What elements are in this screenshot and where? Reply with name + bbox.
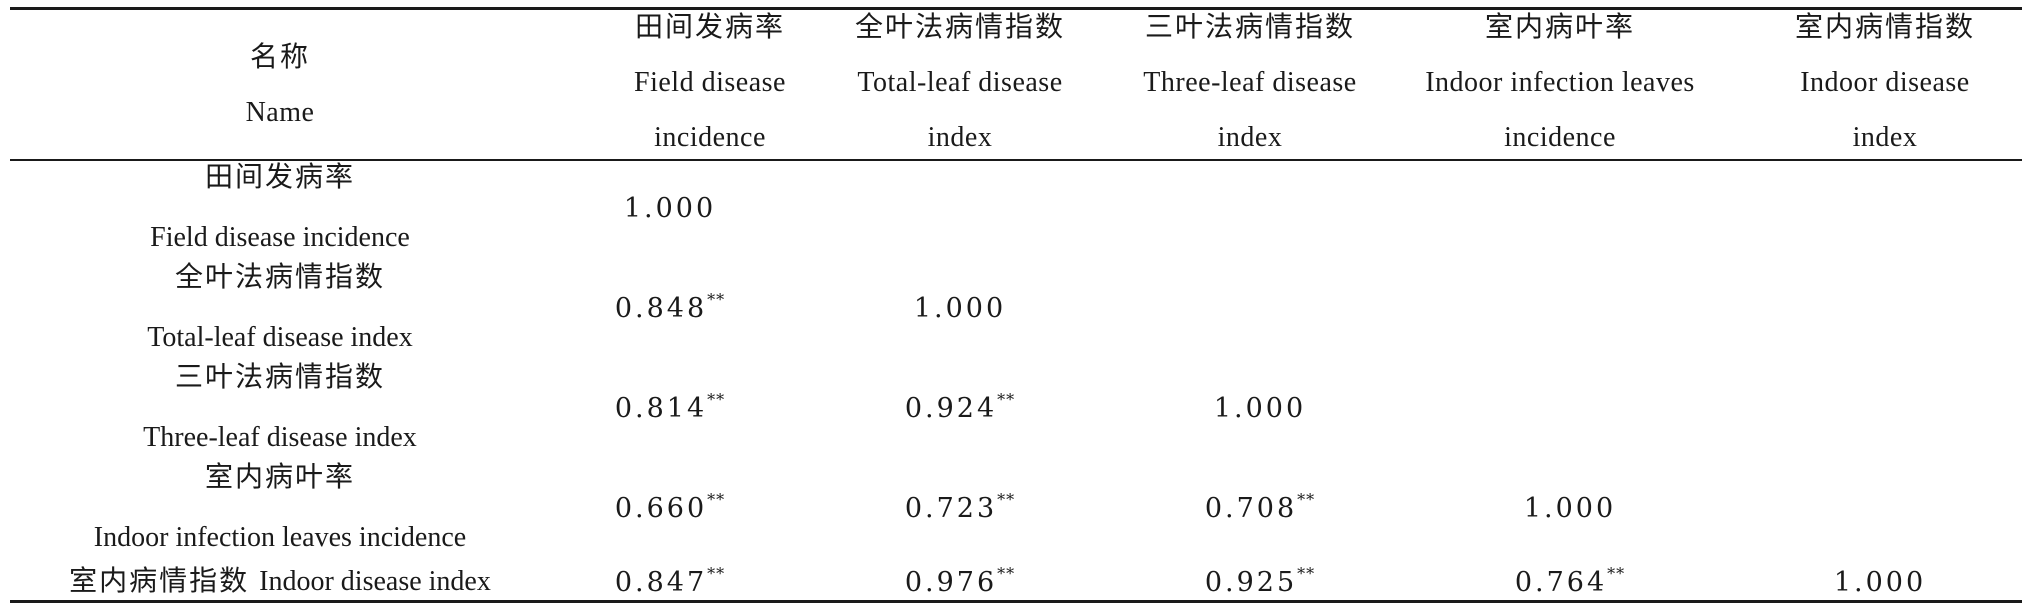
header-col-en-line2: index xyxy=(1217,122,1283,153)
row-label-zh: 田间发病率 xyxy=(204,162,355,193)
row-label-zh: 室内病情指数 xyxy=(69,566,250,597)
table-cell: 1.000 xyxy=(913,292,1007,324)
header-col-en-line2: incidence xyxy=(1504,122,1616,153)
header-col-en-line1: Total-leaf disease xyxy=(857,67,1063,98)
table-cell: 0.925** xyxy=(1204,563,1316,598)
header-col-zh: 全叶法病情指数 xyxy=(854,12,1065,43)
table-cell: 1.000 xyxy=(1213,392,1307,424)
table-header-rule xyxy=(10,159,2022,161)
header-col-total-leaf-index: 全叶法病情指数 Total-leaf disease index xyxy=(830,0,1090,165)
header-col-zh: 三叶法病情指数 xyxy=(1144,12,1355,43)
table-cell: 0.848** xyxy=(614,289,726,324)
header-col-three-leaf-index: 三叶法病情指数 Three-leaf disease index xyxy=(1120,0,1380,165)
table-cell: 0.847** xyxy=(614,563,726,598)
row-label-three-leaf-index: 三叶法病情指数 Three-leaf disease index xyxy=(10,348,550,468)
table-cell: 0.764** xyxy=(1514,563,1626,598)
row-label-en: Indoor infection leaves incidence xyxy=(93,522,467,553)
table-top-rule xyxy=(10,7,2022,10)
header-col-en-line1: Three-leaf disease xyxy=(1143,67,1357,98)
header-col-zh: 室内病情指数 xyxy=(1794,12,1975,43)
table-cell: 0.660** xyxy=(614,489,726,524)
row-label-indoor-leaves-incidence: 室内病叶率 Indoor infection leaves incidence xyxy=(10,448,550,568)
header-name: 名称 Name xyxy=(10,12,550,158)
row-label-total-leaf-index: 全叶法病情指数 Total-leaf disease index xyxy=(10,248,550,368)
row-label-indoor-disease-index: 室内病情指数 Indoor disease index xyxy=(10,562,550,602)
table-cell: 1.000 xyxy=(1523,492,1617,524)
table-cell: 0.976** xyxy=(904,563,1016,598)
header-col-en-line1: Field disease xyxy=(634,67,786,98)
header-col-en-line1: Indoor disease xyxy=(1800,67,1970,98)
table-bottom-rule xyxy=(10,600,2022,603)
header-col-field-incidence: 田间发病率 Field disease incidence xyxy=(560,0,860,165)
header-col-en-line1: Indoor infection leaves xyxy=(1425,67,1695,98)
header-col-indoor-disease-index: 室内病情指数 Indoor disease index xyxy=(1760,0,2010,165)
header-col-indoor-leaves-incidence: 室内病叶率 Indoor infection leaves incidence xyxy=(1400,0,1720,165)
header-col-en-line2: incidence xyxy=(654,122,766,153)
table-cell: 0.723** xyxy=(904,489,1016,524)
row-label-zh: 室内病叶率 xyxy=(204,462,355,493)
row-label-zh: 全叶法病情指数 xyxy=(174,262,385,293)
row-label-en: Indoor disease index xyxy=(259,566,491,597)
table-cell: 0.814** xyxy=(614,389,726,424)
row-label-field-incidence: 田间发病率 Field disease incidence xyxy=(10,148,550,268)
row-label-zh: 三叶法病情指数 xyxy=(174,362,385,393)
header-col-en-line2: index xyxy=(1852,122,1918,153)
header-name-zh: 名称 xyxy=(249,42,310,73)
table-cell: 0.708** xyxy=(1204,489,1316,524)
header-col-en-line2: index xyxy=(927,122,993,153)
header-name-en: Name xyxy=(245,97,315,128)
row-label-en: Field disease incidence xyxy=(150,222,410,253)
table-cell: 0.924** xyxy=(904,389,1016,424)
table-cell: 1.000 xyxy=(623,192,717,224)
row-label-en: Total-leaf disease index xyxy=(147,322,413,353)
row-label-en: Three-leaf disease index xyxy=(143,422,417,453)
header-col-zh: 田间发病率 xyxy=(634,12,785,43)
table-cell: 1.000 xyxy=(1833,566,1927,598)
header-col-zh: 室内病叶率 xyxy=(1484,12,1635,43)
